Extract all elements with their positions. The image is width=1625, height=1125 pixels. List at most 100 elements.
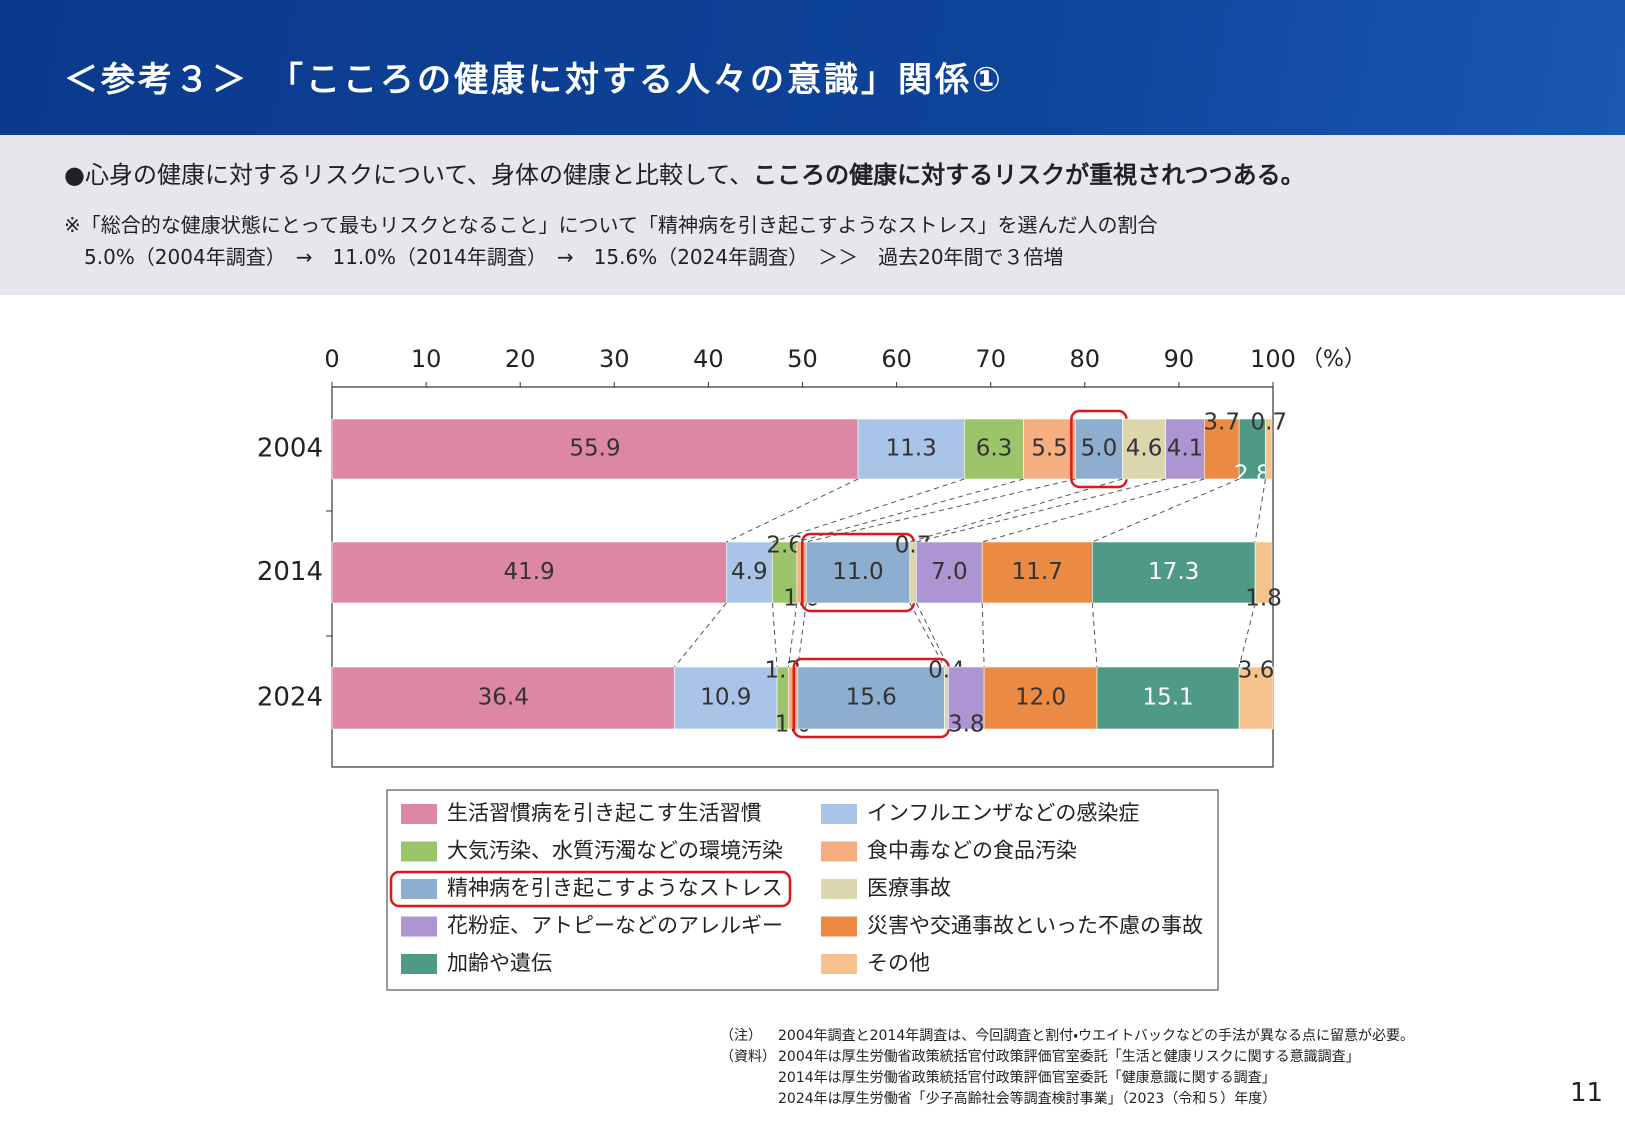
legend-swatch — [401, 841, 437, 862]
connector — [909, 602, 946, 668]
legend-label: 精神病を引き起こすようなストレス — [447, 876, 783, 900]
bar-segment — [1023, 418, 1076, 480]
x-tick-label: 20 — [505, 345, 536, 373]
chart: 0 10 20 30 40 50 60 70 80 90 100 （%） 2004 55.9 11.3 6.3… — [257, 345, 1366, 991]
bar-segment — [948, 666, 985, 730]
footnote-label: （資料） — [720, 1049, 776, 1065]
header-bar: ＜参考３＞ 「こころの健康に対する人々の意識」関係① — [0, 0, 1625, 135]
value-label: 3.7 — [1203, 410, 1240, 436]
bar-segment — [1092, 541, 1256, 604]
connector — [787, 602, 798, 668]
footnote-label — [720, 1068, 778, 1089]
connector — [909, 478, 1123, 543]
legend-swatch — [401, 879, 437, 899]
summary: ●心身の健康に対するリスクについて、身体の健康と比較して、こころの健康に対するリ… — [64, 155, 1305, 190]
y-tick-label: 2014 — [257, 557, 323, 587]
connector — [1238, 602, 1256, 668]
legend-label: 大気汚染、水質汚濁などの環境汚染 — [447, 839, 783, 863]
bar-segment — [797, 666, 945, 730]
value-label: 41.9 — [504, 559, 555, 585]
bullet: ● — [64, 161, 85, 189]
y-tick-label: 2024 — [257, 683, 323, 713]
bar-segment — [805, 541, 911, 604]
footnote-label — [720, 1089, 778, 1110]
bar-segment — [983, 666, 1098, 730]
value-label: 3.6 — [1238, 658, 1275, 684]
value-label: 15.1 — [1142, 685, 1193, 711]
x-tick-label: 30 — [599, 345, 630, 373]
legend-label: 災害や交通事故といった不慮の事故 — [867, 914, 1203, 938]
legend-swatch — [821, 879, 857, 899]
value-label: 6.3 — [976, 436, 1013, 462]
legend-label: インフルエンザなどの感染症 — [867, 801, 1139, 825]
legend-label: 加齢や遺伝 — [447, 951, 552, 975]
connector — [1254, 478, 1266, 543]
legend-swatch — [401, 916, 437, 937]
footnote-text: 2014年は厚生労働省政策統括官付政策評価官室委託「健康意識に関する調査」 — [778, 1070, 1276, 1086]
value-label: 11.3 — [886, 436, 937, 462]
x-tick-label: 50 — [787, 345, 818, 373]
connector — [726, 478, 859, 543]
bar-segment — [331, 541, 727, 604]
value-label: 15.6 — [846, 685, 897, 711]
footnote: 2014年は厚生労働省政策統括官付政策評価官室委託「健康意識に関する調査」 — [720, 1068, 1414, 1089]
value-label: 4.6 — [1126, 436, 1163, 462]
bar-segment — [1254, 541, 1273, 604]
legend-swatch — [401, 804, 437, 824]
value-label: 7.0 — [931, 559, 968, 585]
x-tick-label: 100 — [1250, 345, 1296, 373]
value-label: 5.5 — [1031, 436, 1068, 462]
slide-title: ＜参考３＞ 「こころの健康に対する人々の意識」関係① — [64, 60, 1004, 100]
bar-segment — [1096, 666, 1240, 730]
bar-segment — [1165, 418, 1205, 480]
summary-band — [0, 135, 1625, 295]
x-unit: （%） — [1301, 347, 1366, 372]
connector — [981, 602, 985, 668]
value-label: 11.7 — [1012, 559, 1063, 585]
connector — [796, 478, 1024, 543]
legend-swatch — [821, 841, 857, 862]
legend-label: 医療事故 — [867, 876, 951, 900]
connector — [771, 602, 778, 668]
bar-segment — [331, 418, 859, 480]
value-label: 4.9 — [731, 559, 768, 585]
connector — [674, 602, 727, 668]
legend-label: 花粉症、アトピーなどのアレルギー — [447, 914, 783, 938]
footnote-text: 2024年は厚生労働省「少子高齢社会等調査検討事業」（2023（令和５）年度） — [778, 1091, 1277, 1107]
note-line: ※「総合的な健康状態にとって最もリスクとなること」について「精神病を引き起こすよ… — [64, 213, 1158, 237]
footnotes: （注） 2004年調査と2014年調査は、今回調査と割付・ウエイトバックなどの手法… — [720, 1026, 1414, 1110]
connector — [772, 478, 965, 543]
footnote: 2024年は厚生労働省「少子高齢社会等調査検討事業」（2023（令和５）年度） — [720, 1089, 1414, 1110]
x-tick-label: 40 — [693, 345, 724, 373]
legend-swatch — [821, 954, 857, 974]
x-tick-label: 70 — [975, 345, 1006, 373]
legend-label: 食中毒などの食品汚染 — [867, 839, 1077, 863]
connector — [915, 602, 949, 668]
bar-segment — [964, 418, 1024, 480]
connector — [1091, 602, 1098, 668]
value-label: 17.3 — [1148, 559, 1199, 585]
bar-segment — [1122, 418, 1167, 480]
legend-highlight — [389, 870, 792, 908]
summary-text: 心身の健康に対するリスクについて、身体の健康と比較して、 — [84, 161, 754, 189]
legend-label: 生活習慣病を引き起こす生活習慣 — [447, 801, 762, 825]
bar-segment — [981, 541, 1093, 604]
bar-segment — [1075, 418, 1123, 480]
value-label: 12.0 — [1015, 685, 1066, 711]
x-tick-label: 90 — [1164, 345, 1195, 373]
bar-segment — [674, 666, 778, 730]
value-label: 11.0 — [832, 559, 883, 585]
note-line: 5.0%（2004年調査） → 11.0%（2014年調査） → 15.6%（2… — [64, 245, 1064, 269]
footnote: （注） 2004年調査と2014年調査は、今回調査と割付・ウエイトバックなどの手法… — [720, 1026, 1414, 1047]
bar-segment — [1265, 418, 1273, 480]
page-number: 11 — [1570, 1078, 1604, 1108]
legend-label: その他 — [867, 951, 930, 975]
x-tick-label: 60 — [881, 345, 912, 373]
x-tick-label: 80 — [1070, 345, 1101, 373]
summary-emphasis: こころの健康に対するリスクが重視されつつある。 — [753, 161, 1305, 189]
x-tick-label: 10 — [411, 345, 442, 373]
value-label: 55.9 — [569, 436, 620, 462]
connector — [797, 602, 807, 668]
value-label: 4.1 — [1167, 436, 1204, 462]
